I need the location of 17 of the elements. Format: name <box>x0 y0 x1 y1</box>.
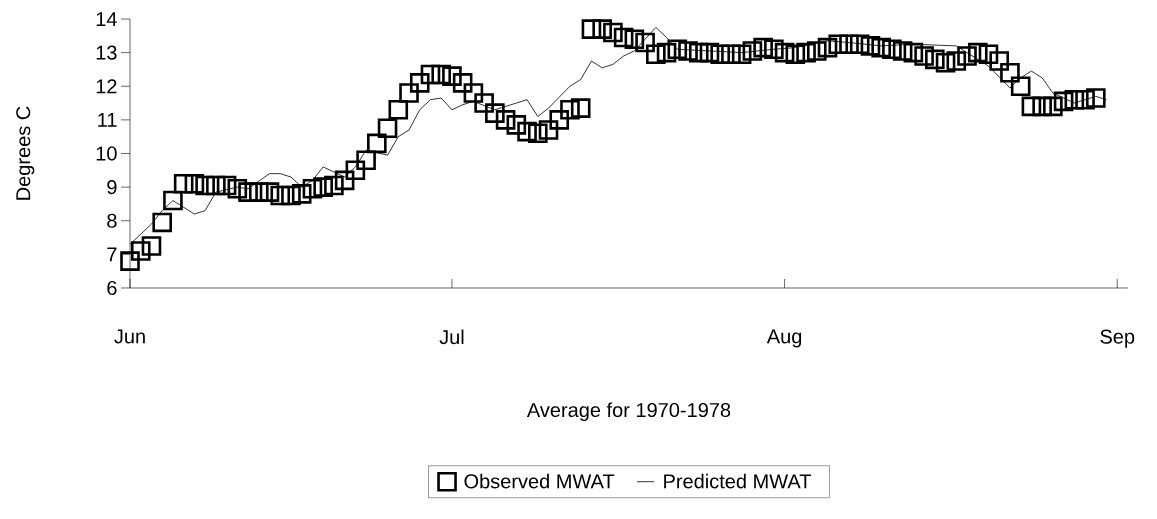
y-tick-label: 8 <box>107 213 117 228</box>
x-tick-label: Jul <box>439 329 464 345</box>
y-tick-label: 12 <box>96 79 117 94</box>
y-tick-label: 14 <box>96 12 117 26</box>
x-axis-title: Average for 1970-1978 <box>526 402 731 422</box>
y-tick-label: 11 <box>98 113 117 127</box>
y-axis-title: Degrees C <box>16 106 35 200</box>
x-tick-label: Sep <box>1100 329 1135 348</box>
x-tick-label: Aug <box>766 329 802 348</box>
legend-label: Predicted MWAT <box>664 473 811 489</box>
y-tick-label: 10 <box>96 146 117 161</box>
y-tick-label: 7 <box>107 247 117 262</box>
x-tick-label: Jun <box>114 329 145 344</box>
y-tick-label: 9 <box>107 180 117 195</box>
y-tick-label: 6 <box>107 280 117 296</box>
legend-label: Observed MWAT <box>464 473 615 489</box>
y-tick-label: 13 <box>96 45 117 60</box>
